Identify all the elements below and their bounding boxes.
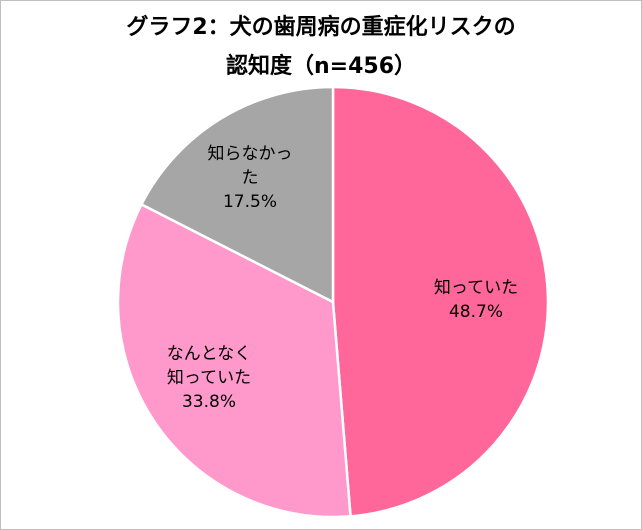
data-label-category: た xyxy=(242,168,259,188)
data-label-category: なんとなく xyxy=(167,344,252,364)
data-label-category: 知らなかっ xyxy=(208,144,293,164)
data-label-category: 知っていた xyxy=(167,368,251,388)
slice-did-not-know-label: 知らなかった 17.5% xyxy=(208,144,293,212)
slice-knew xyxy=(331,85,550,518)
data-label-value: 33.8% xyxy=(182,392,236,412)
data-label-value: 48.7% xyxy=(449,302,503,322)
slice-knew-label: 知っていた 48.7% xyxy=(434,278,518,322)
data-label-value: 17.5% xyxy=(223,192,277,212)
slice-did-not-know xyxy=(139,85,335,305)
chart-title-line1: グラフ2：犬の歯周病の重症化リスクの xyxy=(126,15,516,40)
slice-vaguely-knew-label: なんとなく知っていた 33.8% xyxy=(167,344,252,412)
data-label-category: 知っていた xyxy=(434,278,518,298)
chart-title-line2: 認知度（n=456） xyxy=(225,54,417,79)
